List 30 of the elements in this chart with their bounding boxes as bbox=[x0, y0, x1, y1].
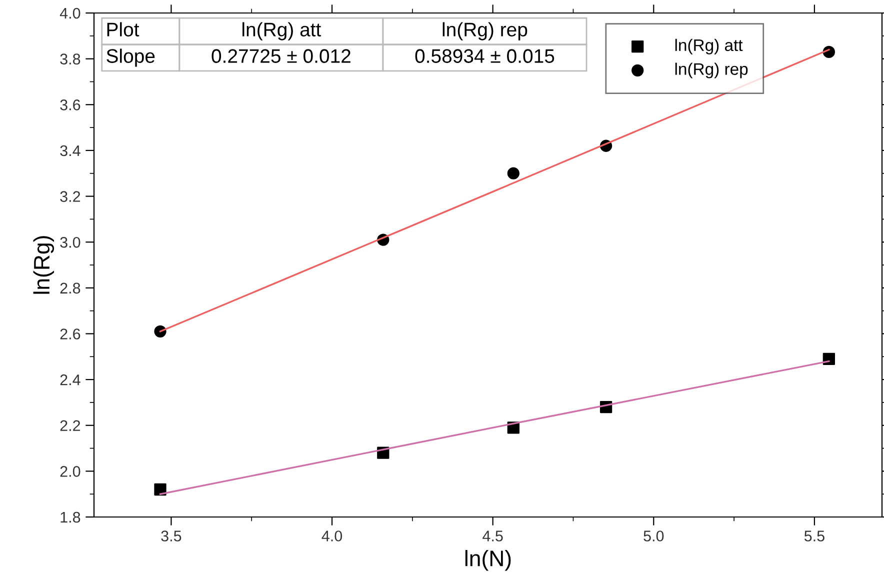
y-tick-label: 2.4 bbox=[60, 374, 80, 386]
x-tick-label: 3.5 bbox=[161, 530, 182, 542]
x-tick-label: 4.0 bbox=[322, 530, 342, 542]
y-tick-label: 2.6 bbox=[60, 328, 80, 340]
annotation: Slope bbox=[106, 48, 155, 67]
annotation: 0.58934 ± 0.015 bbox=[415, 49, 554, 63]
annotation: ln(Rg) rep bbox=[442, 22, 528, 40]
annotation: 0.27725 ± 0.012 bbox=[212, 49, 350, 63]
x-tick-label: 5.0 bbox=[644, 530, 664, 542]
y-tick-label: 2.2 bbox=[60, 420, 80, 431]
y-tick-label: 3.6 bbox=[60, 100, 80, 110]
y-tick-label: 3.0 bbox=[60, 236, 80, 248]
legend-label: ln(Rg) rep bbox=[675, 62, 748, 78]
point bbox=[507, 167, 520, 180]
y-axis-title: ln(Rg) bbox=[33, 236, 54, 294]
point bbox=[822, 352, 836, 365]
y-tick-label: 4.0 bbox=[60, 8, 80, 19]
annotation: Plot bbox=[107, 22, 140, 36]
y-tick-label: 3.4 bbox=[60, 145, 80, 156]
y-tick-label: 3.8 bbox=[60, 54, 80, 65]
x-axis-title: ln(N) bbox=[465, 550, 511, 571]
y-tick-label: 2.8 bbox=[60, 282, 80, 294]
legend-label: ln(Rg) att bbox=[675, 38, 743, 54]
y-tick-label: 3.2 bbox=[60, 191, 80, 202]
y-tick-label: 1.8 bbox=[60, 512, 80, 523]
point bbox=[154, 483, 166, 496]
x-tick-label: 4.5 bbox=[482, 530, 503, 542]
x-tick-label: 5.5 bbox=[804, 530, 824, 542]
annotation: ln(Rg) att bbox=[242, 22, 322, 40]
y-tick-label: 2.0 bbox=[60, 466, 80, 477]
